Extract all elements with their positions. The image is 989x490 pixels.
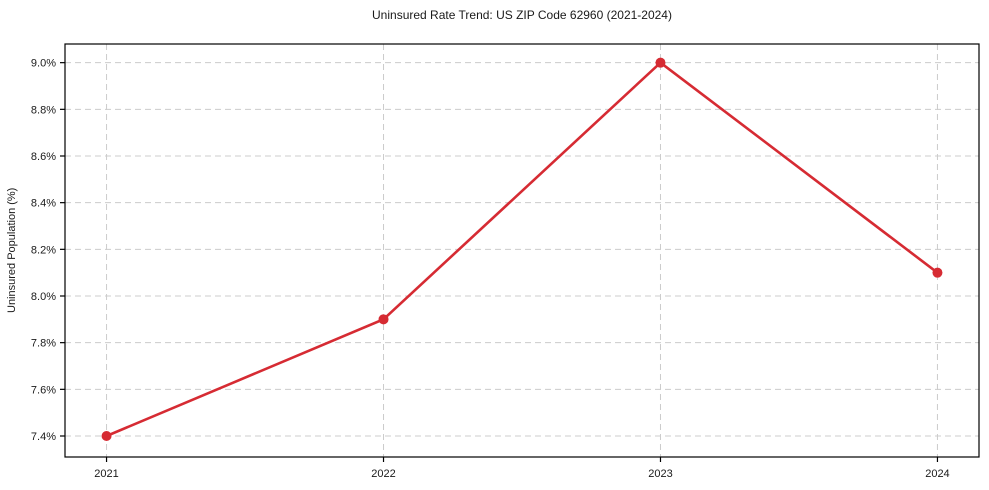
x-tick-label: 2022 xyxy=(371,468,395,480)
trend-line xyxy=(105,61,939,438)
y-tick-label: 9.0% xyxy=(31,58,56,70)
y-tick-label: 7.4% xyxy=(31,431,56,443)
data-point-2024 xyxy=(932,267,943,278)
axes-spines xyxy=(64,43,980,458)
y-tick-label: 8.2% xyxy=(31,244,56,256)
data-point-2023 xyxy=(655,57,666,68)
x-tick-label: 2024 xyxy=(925,468,949,480)
data-point-2022 xyxy=(378,314,389,325)
y-tick-label: 8.4% xyxy=(31,198,56,210)
data-point-2021 xyxy=(101,431,112,441)
x-tick-label: 2021 xyxy=(94,468,118,480)
y-tick-label: 8.0% xyxy=(31,291,56,303)
y-tick-label: 8.8% xyxy=(31,104,56,116)
y-tick-label: 7.6% xyxy=(31,384,56,396)
x-tick-label: 2023 xyxy=(648,468,672,480)
chart-title: Uninsured Rate Trend: US ZIP Code 62960 … xyxy=(372,8,672,22)
y-tick-label: 7.8% xyxy=(31,338,56,350)
y-tick-label: 8.6% xyxy=(31,151,56,163)
